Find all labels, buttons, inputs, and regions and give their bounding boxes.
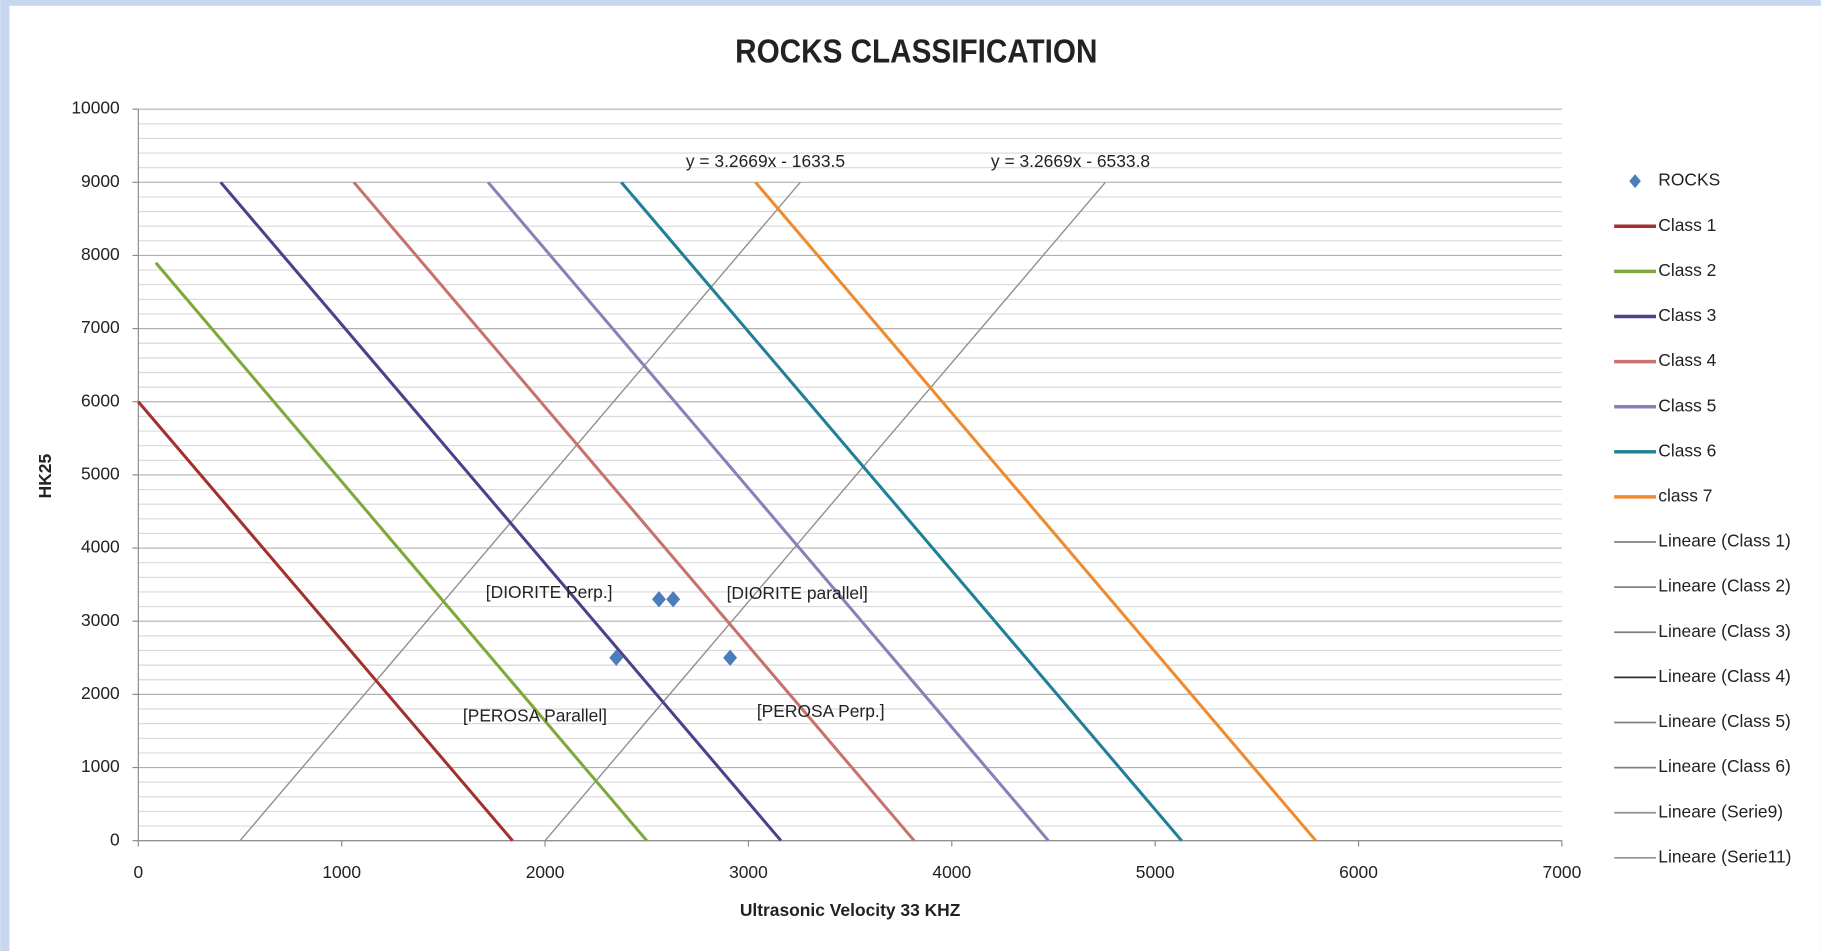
class-line bbox=[620, 181, 1183, 842]
point bbox=[651, 591, 666, 608]
y-tick-label: 10000 bbox=[71, 98, 119, 118]
legend-label: Class 4 bbox=[1658, 350, 1716, 370]
class-line bbox=[352, 181, 916, 842]
class-line bbox=[154, 261, 648, 842]
equation: y = 3.2669x - 6533.8 bbox=[991, 151, 1150, 171]
x-tick-label: 5000 bbox=[1136, 862, 1175, 882]
legend-label: Lineare (Serie9) bbox=[1658, 801, 1783, 821]
y-tick-label: 2000 bbox=[81, 683, 120, 703]
legend-marker bbox=[1629, 174, 1641, 189]
x-tick-label: 4000 bbox=[932, 862, 971, 882]
trendline bbox=[239, 181, 801, 842]
point bbox=[723, 649, 738, 666]
legend-label: ROCKS bbox=[1658, 170, 1720, 190]
legend-label: Lineare (Serie11) bbox=[1658, 846, 1791, 866]
y-tick-label: 1000 bbox=[81, 756, 120, 776]
y-axis-label: HK25 bbox=[35, 454, 55, 499]
point-label: [DIORITE parallel] bbox=[727, 583, 868, 603]
point bbox=[666, 591, 681, 608]
class-line bbox=[486, 181, 1050, 842]
y-tick-label: 7000 bbox=[81, 317, 120, 337]
legend-label: Lineare (Class 3) bbox=[1658, 621, 1791, 641]
x-tick-label: 7000 bbox=[1543, 862, 1582, 882]
legend-label: class 7 bbox=[1658, 486, 1712, 506]
point-label: [PEROSA Perp.] bbox=[757, 701, 885, 721]
class-line bbox=[219, 181, 783, 842]
legend-label: Class 2 bbox=[1658, 260, 1716, 280]
legend-label: Lineare (Class 4) bbox=[1658, 666, 1791, 686]
y-tick-label: 3000 bbox=[81, 610, 120, 630]
point bbox=[609, 649, 624, 666]
legend-label: Lineare (Class 2) bbox=[1658, 576, 1791, 596]
x-tick-label: 0 bbox=[133, 862, 143, 882]
y-tick-label: 9000 bbox=[81, 171, 120, 191]
class-line bbox=[754, 181, 1317, 842]
chart-area bbox=[9, 5, 1821, 951]
x-tick-label: 2000 bbox=[526, 862, 565, 882]
x-axis-label: Ultrasonic Velocity 33 KHZ bbox=[740, 900, 961, 920]
class-line bbox=[137, 400, 514, 842]
legend-label: Lineare (Class 5) bbox=[1658, 711, 1791, 731]
y-tick-label: 8000 bbox=[81, 244, 120, 264]
point-label: [DIORITE Perp.] bbox=[486, 582, 613, 602]
legend-label: Lineare (Class 1) bbox=[1658, 531, 1791, 551]
y-tick-label: 0 bbox=[110, 829, 120, 849]
legend-label: Class 6 bbox=[1658, 440, 1716, 460]
x-tick-label: 6000 bbox=[1339, 862, 1378, 882]
legend-label: Lineare (Class 6) bbox=[1658, 756, 1791, 776]
legend-label: Class 1 bbox=[1658, 215, 1716, 235]
y-tick-label: 5000 bbox=[81, 464, 120, 484]
legend-label: Class 3 bbox=[1658, 305, 1716, 325]
equation: y = 3.2669x - 1633.5 bbox=[686, 151, 845, 171]
x-tick-label: 3000 bbox=[729, 862, 768, 882]
trendline bbox=[544, 181, 1106, 842]
point-label: [PEROSA Parallel] bbox=[463, 706, 607, 726]
y-tick-label: 6000 bbox=[81, 390, 120, 410]
legend-label: Class 5 bbox=[1658, 395, 1716, 415]
x-tick-label: 1000 bbox=[322, 862, 361, 882]
chart-title: ROCKS CLASSIFICATION bbox=[735, 33, 1097, 70]
y-tick-label: 4000 bbox=[81, 537, 120, 557]
